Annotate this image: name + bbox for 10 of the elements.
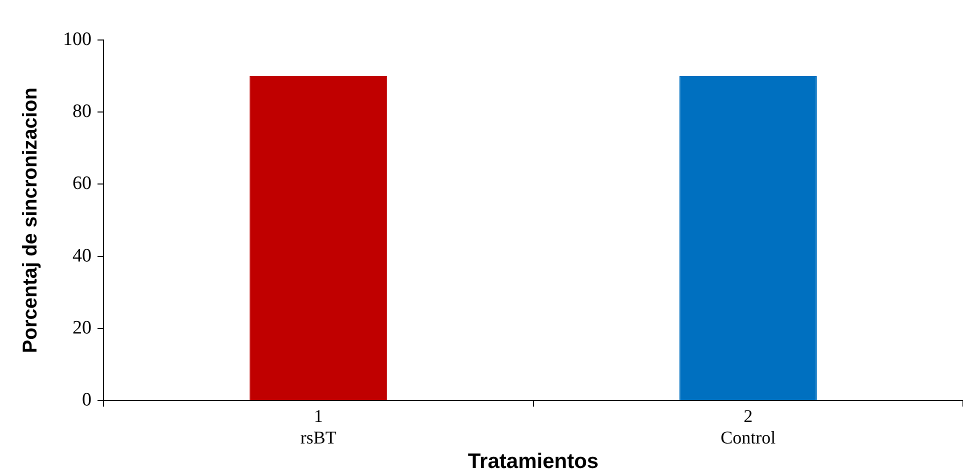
- x-tick-label: 2 Control: [720, 406, 776, 448]
- y-tick-label: 80: [72, 101, 92, 122]
- y-axis-title: Porcentaj de sincronizacion: [20, 87, 42, 354]
- y-tick-label: 20: [72, 317, 92, 338]
- y-tick-label: 100: [63, 28, 92, 50]
- y-tick-label: 40: [72, 245, 92, 266]
- y-tick-label: 0: [82, 390, 92, 411]
- x-axis-title: Tratamientos: [468, 450, 599, 474]
- x-tick-label: 1 rsBT: [300, 406, 336, 448]
- y-tick-label: 60: [72, 173, 92, 194]
